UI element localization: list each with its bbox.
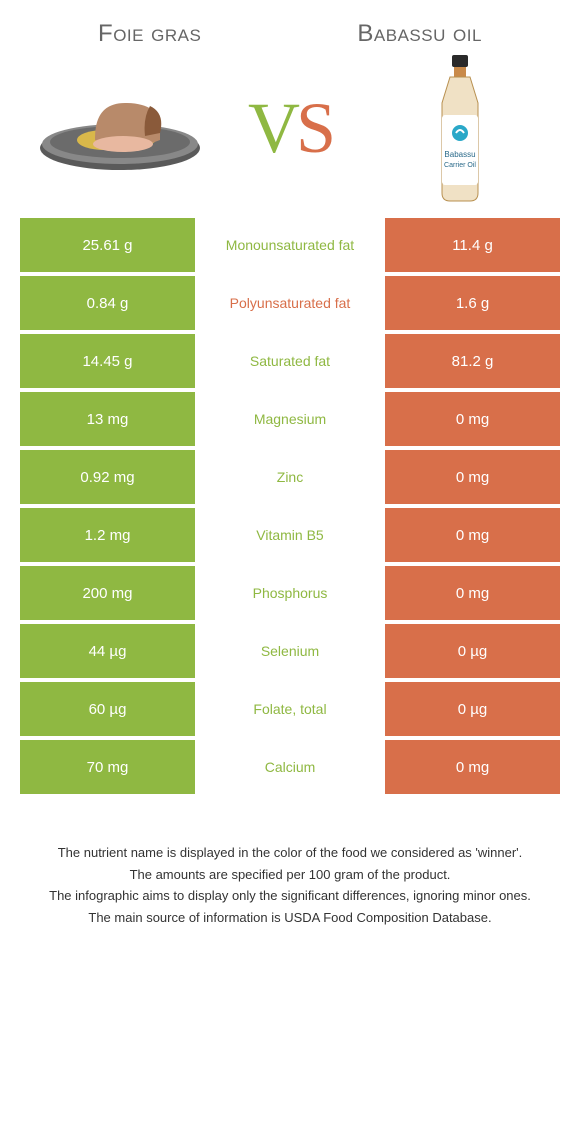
vs-label: VS [248, 87, 332, 170]
table-row: 200 mgPhosphorus0 mg [20, 566, 560, 620]
header-row: Foie gras Babassu oil [0, 0, 580, 58]
nutrient-label-cell: Polyunsaturated fat [195, 276, 385, 330]
right-food-title: Babassu oil [357, 20, 482, 48]
footer-notes: The nutrient name is displayed in the co… [0, 798, 580, 959]
footer-line-4: The main source of information is USDA F… [30, 908, 550, 928]
svg-text:Carrier Oil: Carrier Oil [444, 162, 476, 169]
left-value-cell: 25.61 g [20, 218, 195, 272]
right-food-image: Babassu Carrier Oil [370, 68, 550, 188]
right-value-cell: 0 mg [385, 450, 560, 504]
table-row: 25.61 gMonounsaturated fat11.4 g [20, 218, 560, 272]
vs-v-letter: V [248, 88, 296, 168]
vs-row: VS Babassu Carrier Oil [0, 58, 580, 218]
left-value-cell: 14.45 g [20, 334, 195, 388]
right-value-cell: 0 mg [385, 392, 560, 446]
left-value-cell: 44 µg [20, 624, 195, 678]
nutrient-label-cell: Vitamin B5 [195, 508, 385, 562]
left-value-cell: 0.92 mg [20, 450, 195, 504]
footer-line-2: The amounts are specified per 100 gram o… [30, 865, 550, 885]
left-value-cell: 1.2 mg [20, 508, 195, 562]
nutrient-label-cell: Selenium [195, 624, 385, 678]
nutrient-label-cell: Zinc [195, 450, 385, 504]
left-food-image [30, 68, 210, 188]
left-value-cell: 13 mg [20, 392, 195, 446]
footer-line-1: The nutrient name is displayed in the co… [30, 843, 550, 863]
nutrient-table: 25.61 gMonounsaturated fat11.4 g0.84 gPo… [0, 218, 580, 794]
left-value-cell: 0.84 g [20, 276, 195, 330]
table-row: 44 µgSelenium0 µg [20, 624, 560, 678]
right-value-cell: 0 mg [385, 508, 560, 562]
table-row: 13 mgMagnesium0 mg [20, 392, 560, 446]
right-value-cell: 1.6 g [385, 276, 560, 330]
left-food-title: Foie gras [98, 20, 201, 48]
nutrient-label-cell: Calcium [195, 740, 385, 794]
svg-text:Babassu: Babassu [444, 150, 475, 159]
nutrient-label-cell: Magnesium [195, 392, 385, 446]
right-value-cell: 0 µg [385, 624, 560, 678]
left-value-cell: 70 mg [20, 740, 195, 794]
table-row: 70 mgCalcium0 mg [20, 740, 560, 794]
right-value-cell: 0 mg [385, 566, 560, 620]
table-row: 14.45 gSaturated fat81.2 g [20, 334, 560, 388]
right-value-cell: 0 mg [385, 740, 560, 794]
footer-line-3: The infographic aims to display only the… [30, 886, 550, 906]
babassu-bottle-icon: Babassu Carrier Oil [420, 53, 500, 203]
right-value-cell: 81.2 g [385, 334, 560, 388]
table-row: 0.92 mgZinc0 mg [20, 450, 560, 504]
nutrient-label-cell: Folate, total [195, 682, 385, 736]
right-value-cell: 11.4 g [385, 218, 560, 272]
vs-s-letter: S [296, 88, 332, 168]
table-row: 1.2 mgVitamin B50 mg [20, 508, 560, 562]
foie-gras-icon [35, 78, 205, 178]
left-value-cell: 200 mg [20, 566, 195, 620]
right-value-cell: 0 µg [385, 682, 560, 736]
nutrient-label-cell: Phosphorus [195, 566, 385, 620]
table-row: 0.84 gPolyunsaturated fat1.6 g [20, 276, 560, 330]
left-value-cell: 60 µg [20, 682, 195, 736]
nutrient-label-cell: Saturated fat [195, 334, 385, 388]
table-row: 60 µgFolate, total0 µg [20, 682, 560, 736]
nutrient-label-cell: Monounsaturated fat [195, 218, 385, 272]
